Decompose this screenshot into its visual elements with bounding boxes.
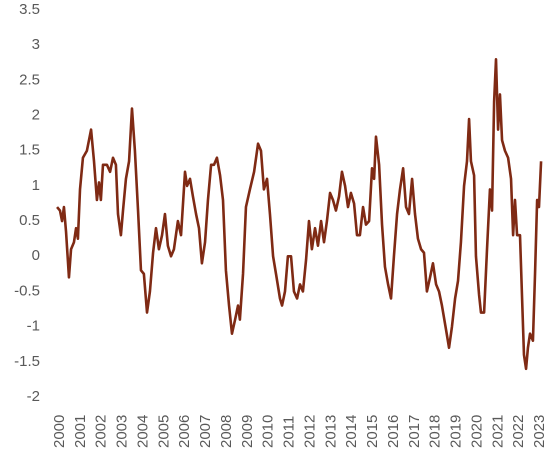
x-tick-label: 2017 bbox=[406, 415, 423, 448]
x-tick-label: 2005 bbox=[155, 415, 172, 448]
x-tick-label: 2012 bbox=[301, 415, 318, 448]
x-tick-label: 2022 bbox=[510, 415, 527, 448]
x-tick-label: 2001 bbox=[72, 415, 89, 448]
y-tick-label: 1 bbox=[32, 177, 40, 194]
x-tick-label: 2011 bbox=[281, 416, 298, 448]
y-tick-label: -0.5 bbox=[14, 282, 40, 299]
y-tick-label: -1 bbox=[27, 318, 40, 335]
y-tick-label: 2.5 bbox=[19, 71, 40, 88]
x-tick-label: 2009 bbox=[239, 415, 256, 448]
x-tick-label: 2014 bbox=[343, 415, 360, 448]
x-tick-label: 2007 bbox=[197, 415, 214, 448]
x-tick-label: 2002 bbox=[93, 415, 110, 448]
y-tick-label: 0.5 bbox=[19, 212, 40, 229]
x-tick-label: 2003 bbox=[114, 415, 131, 448]
x-tick-label: 2004 bbox=[134, 415, 151, 448]
x-tick-label: 2016 bbox=[385, 415, 402, 448]
y-tick-label: -1.5 bbox=[14, 353, 40, 370]
x-tick-label: 2006 bbox=[176, 415, 193, 448]
y-tick-label: 3 bbox=[32, 36, 40, 53]
x-tick-label: 2023 bbox=[531, 415, 548, 448]
x-tick-label: 2008 bbox=[218, 415, 235, 448]
x-tick-label: 2013 bbox=[322, 415, 339, 448]
x-tick-label: 2010 bbox=[260, 415, 277, 448]
y-tick-label: 0 bbox=[32, 247, 40, 264]
y-tick-label: 3.5 bbox=[19, 1, 40, 18]
x-tick-label: 2015 bbox=[364, 415, 381, 448]
data-line bbox=[56, 57, 543, 371]
x-tick-label: 2019 bbox=[448, 415, 465, 448]
x-tick-label: 2021 bbox=[489, 415, 506, 448]
x-tick-label: 2018 bbox=[427, 415, 444, 448]
y-tick-label: 1.5 bbox=[19, 142, 40, 159]
x-tick-label: 2000 bbox=[51, 415, 68, 448]
x-tick-label: 2020 bbox=[468, 415, 485, 448]
y-tick-label: -2 bbox=[27, 388, 40, 405]
y-tick-label: 2 bbox=[32, 107, 40, 124]
